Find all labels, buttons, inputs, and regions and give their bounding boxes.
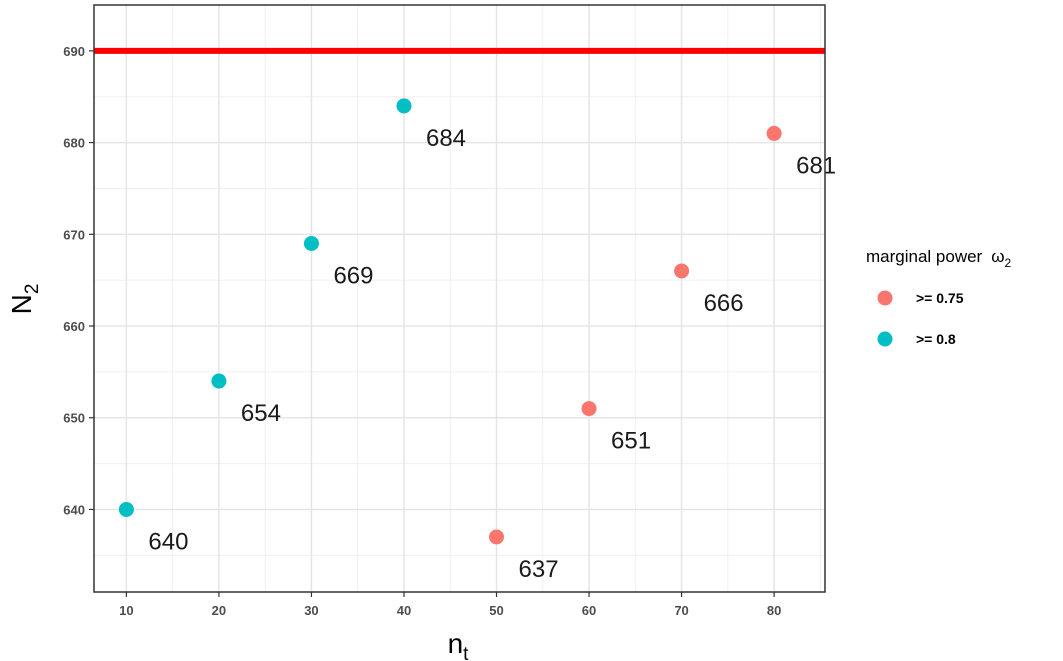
data-point <box>766 125 782 141</box>
data-point <box>581 401 597 417</box>
x-tick-label: 50 <box>489 603 503 618</box>
legend-title: marginal power ω2 <box>866 247 1012 270</box>
y-tick-label: 650 <box>63 411 85 426</box>
data-point <box>303 235 319 251</box>
legend-key-0.8 <box>877 331 893 347</box>
legend-title-symbol-subscript: 2 <box>1005 256 1012 270</box>
data-point <box>118 501 134 517</box>
data-label: 681 <box>796 152 836 179</box>
y-tick-label: 640 <box>63 502 85 517</box>
y-axis-title-main: N <box>6 294 37 314</box>
legend-title-symbol: ω <box>991 247 1004 266</box>
x-tick-label: 20 <box>212 603 226 618</box>
x-tick-label: 70 <box>674 603 688 618</box>
y-tick-label: 680 <box>63 136 85 151</box>
legend-label-0.8: >= 0.8 <box>916 331 956 347</box>
data-label: 637 <box>519 556 559 583</box>
legend-key-0.75 <box>877 290 893 306</box>
y-axis-title: N2 <box>6 284 43 315</box>
y-tick-label: 690 <box>63 44 85 59</box>
data-label: 640 <box>148 528 188 555</box>
x-tick-label: 60 <box>582 603 596 618</box>
x-axis-title-subscript: t <box>463 644 469 661</box>
data-label: 684 <box>426 125 466 152</box>
x-axis-title: nt <box>448 628 470 661</box>
x-tick-labels: 10 20 30 40 50 60 70 80 <box>119 603 781 618</box>
data-point <box>674 263 690 279</box>
y-tick-label: 670 <box>63 227 85 242</box>
data-point <box>211 373 227 389</box>
y-axis-title-subscript: 2 <box>22 284 43 295</box>
data-label: 666 <box>704 290 744 317</box>
y-tick-label: 660 <box>63 319 85 334</box>
x-axis-title-main: n <box>448 628 464 659</box>
data-label: 669 <box>333 262 373 289</box>
x-tick-label: 40 <box>397 603 411 618</box>
data-label: 654 <box>241 400 281 427</box>
y-tick-labels: 640 650 660 670 680 690 <box>63 44 85 518</box>
legend-title-text: marginal power <box>866 247 983 266</box>
data-labels: 637 651 666 681 640 654 669 684 <box>148 125 836 583</box>
x-tick-label: 80 <box>767 603 781 618</box>
legend-label-0.75: >= 0.75 <box>916 290 964 306</box>
minor-gridlines <box>94 4 825 592</box>
data-point <box>396 98 412 114</box>
axis-ticks <box>89 50 775 597</box>
legend: marginal power ω2 >= 0.75 >= 0.8 <box>866 247 1012 347</box>
x-tick-label: 30 <box>304 603 318 618</box>
data-label: 651 <box>611 428 651 455</box>
x-tick-label: 10 <box>119 603 133 618</box>
data-point <box>489 529 505 545</box>
data-points <box>118 98 782 545</box>
plot-panel-border <box>93 4 826 593</box>
